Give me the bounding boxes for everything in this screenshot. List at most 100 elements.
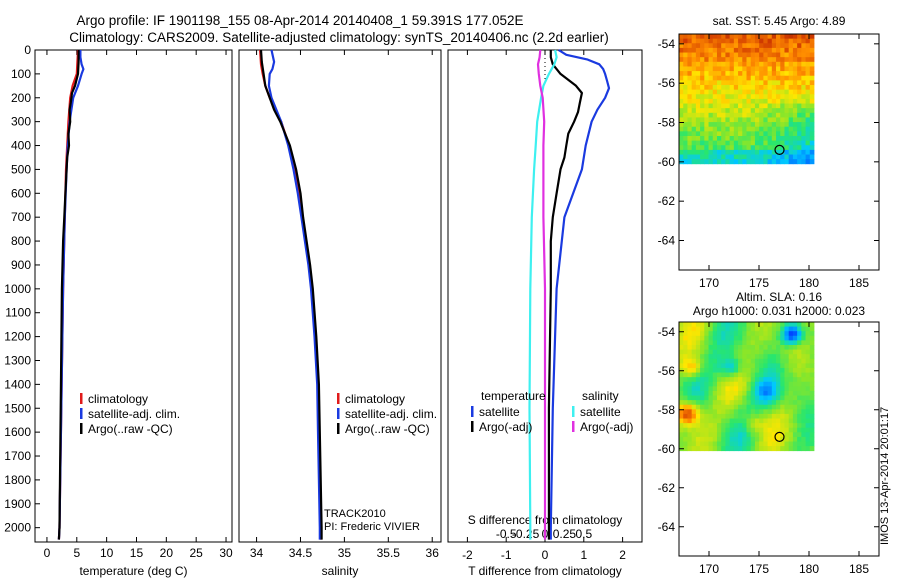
map-cell <box>759 423 764 429</box>
map-cell <box>788 358 794 364</box>
map-cell <box>792 390 798 396</box>
map-cell <box>797 395 802 401</box>
map-cell <box>780 103 785 109</box>
map-cell <box>704 400 709 406</box>
map-cell <box>792 377 798 383</box>
map-title: Altim. SLA: 0.16 <box>736 290 822 304</box>
map-cell <box>729 126 735 132</box>
map-cell <box>776 126 781 132</box>
map-cell <box>754 43 760 49</box>
map-cell <box>700 354 705 360</box>
map-cell <box>695 149 701 155</box>
map-cell <box>733 340 739 346</box>
map-cell <box>708 122 714 128</box>
map-cell <box>763 38 768 44</box>
map-cell <box>733 98 739 104</box>
map-cell <box>801 331 806 337</box>
map-cell <box>725 349 731 355</box>
map-cell <box>767 390 773 396</box>
map-cell <box>691 52 697 58</box>
map-cell <box>746 47 752 53</box>
map-cell <box>797 340 802 346</box>
map-cell <box>712 404 718 410</box>
map-cell <box>695 363 701 369</box>
map-cell <box>721 140 726 146</box>
map-cell <box>746 404 752 410</box>
map-cell <box>801 38 806 44</box>
map-cell <box>742 381 747 387</box>
map-cell <box>687 61 693 67</box>
map-cell <box>725 47 731 53</box>
map-cell <box>691 122 697 128</box>
map-cell <box>716 441 722 447</box>
map-cell <box>784 84 790 91</box>
map-cell <box>754 441 760 447</box>
map-cell <box>750 409 756 415</box>
map-cell <box>784 335 790 341</box>
map-cell <box>797 322 802 327</box>
map-cell <box>716 409 722 415</box>
map-cell <box>738 75 743 81</box>
map-cell <box>691 57 697 63</box>
y-tick-label: 2000 <box>4 521 31 535</box>
map-cell <box>716 154 722 160</box>
map-cell <box>725 34 731 40</box>
map-cell <box>708 89 714 95</box>
map-cell <box>708 381 714 387</box>
map-cell <box>763 344 768 350</box>
map-cell <box>716 131 722 137</box>
map-cell <box>679 413 684 419</box>
map-cell <box>687 372 693 378</box>
map-cell <box>679 381 684 387</box>
map-cell <box>776 154 781 160</box>
map-cell <box>763 395 768 401</box>
map-cell <box>809 43 815 49</box>
map-cell <box>801 75 806 81</box>
map-cell <box>721 66 726 72</box>
map-cell <box>712 84 718 91</box>
map-cell <box>792 413 798 419</box>
map-cell <box>754 47 760 53</box>
map-cell <box>763 89 768 95</box>
map-cell <box>683 367 688 373</box>
map-cell <box>788 108 794 114</box>
map-cell <box>708 66 714 72</box>
map-cell <box>695 154 701 160</box>
map-cell <box>725 427 731 433</box>
map-cell <box>691 108 697 114</box>
map-cell <box>742 358 747 364</box>
map-cell <box>691 84 697 91</box>
map-cell <box>687 354 693 360</box>
map-cell <box>729 154 735 160</box>
map-cell <box>716 57 722 63</box>
temp-argo-diff-line <box>547 50 584 540</box>
map-cell <box>725 75 731 81</box>
map-cell <box>767 75 773 81</box>
map-cell <box>708 363 714 369</box>
map-cell <box>695 57 701 63</box>
map-cell <box>767 112 773 118</box>
map-cell <box>704 154 709 160</box>
map-cell <box>679 126 684 132</box>
x-tick-label: 0 <box>542 548 549 562</box>
map-cell <box>776 446 781 452</box>
x-tick-label: 35 <box>338 546 352 560</box>
map-cell <box>750 418 756 424</box>
map-cell <box>691 363 697 369</box>
map-cell <box>792 322 798 327</box>
map-cell <box>754 94 760 100</box>
map-cell <box>695 413 701 419</box>
map-cell <box>809 418 815 424</box>
map-cell <box>746 377 752 383</box>
map-cell <box>809 159 815 165</box>
map-cell <box>759 441 764 447</box>
map-cell <box>733 117 739 123</box>
x-tick-label: 15 <box>130 546 144 560</box>
map-cell <box>809 326 815 332</box>
map-cell <box>784 43 790 49</box>
map-cell <box>788 98 794 104</box>
map-cell <box>733 52 739 58</box>
map-cell <box>683 57 688 63</box>
map-cell <box>801 66 806 72</box>
map-cell <box>738 326 743 332</box>
